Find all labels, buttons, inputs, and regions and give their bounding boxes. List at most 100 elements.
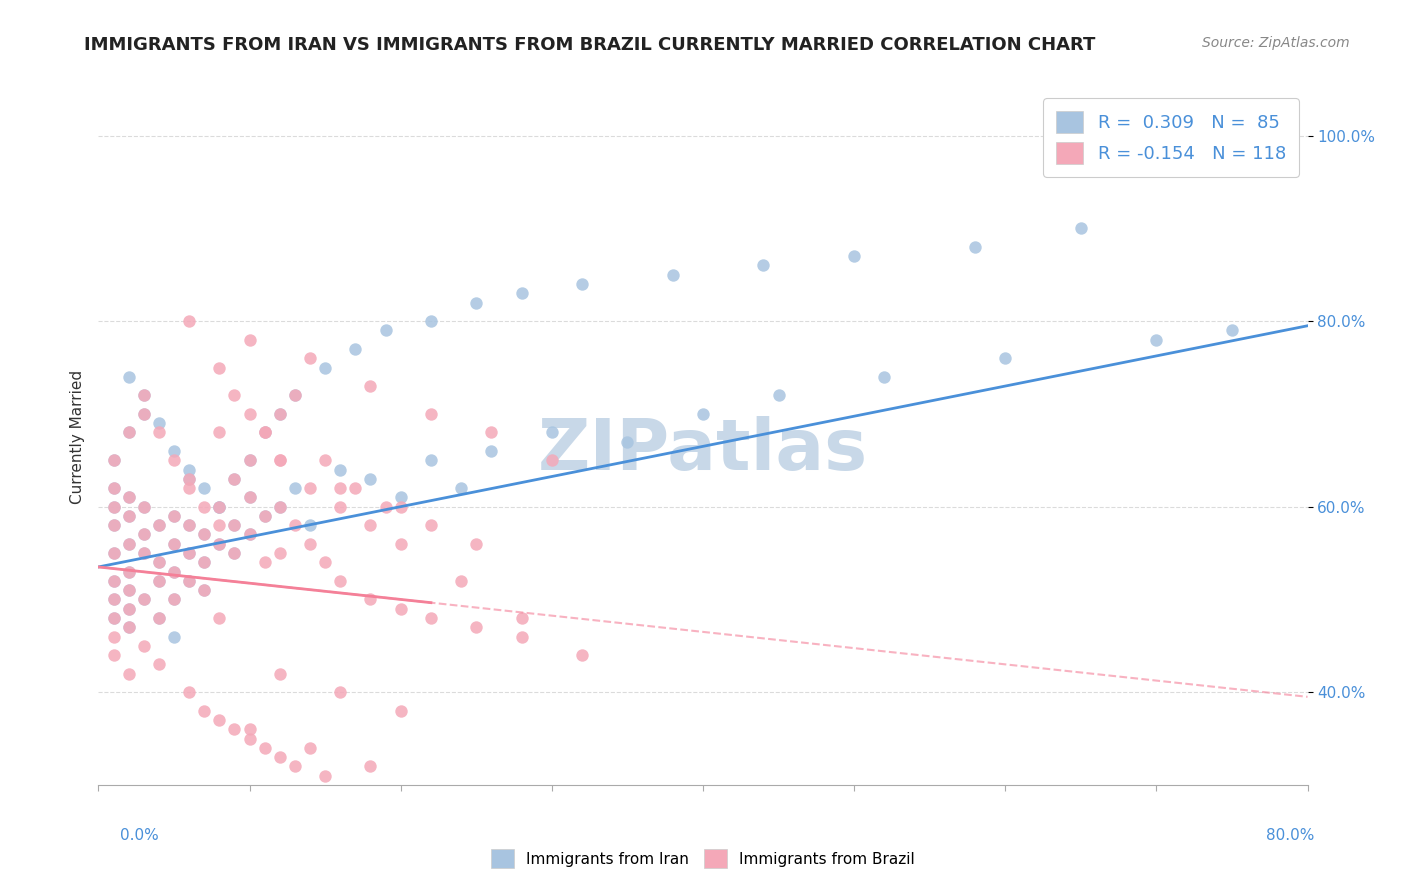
Point	[163, 592, 186, 607]
Point	[224, 518, 246, 533]
Point	[420, 453, 443, 467]
Point	[132, 592, 155, 607]
Point	[269, 453, 291, 467]
Point	[193, 527, 215, 541]
Point	[269, 666, 291, 681]
Point	[420, 518, 443, 533]
Point	[284, 518, 307, 533]
Point	[132, 639, 155, 653]
Point	[179, 574, 201, 588]
Point	[179, 462, 201, 476]
Point	[224, 472, 246, 486]
Point	[253, 425, 276, 440]
Point	[148, 518, 170, 533]
Point	[269, 407, 291, 421]
Point	[269, 500, 291, 514]
Point	[465, 295, 488, 310]
Text: ZIPatlas: ZIPatlas	[538, 417, 868, 485]
Point	[269, 546, 291, 560]
Point	[163, 630, 186, 644]
Point	[540, 425, 562, 440]
Point	[224, 388, 246, 402]
Point	[420, 314, 443, 328]
Point	[118, 565, 141, 579]
Point	[481, 444, 503, 458]
Point	[118, 508, 141, 523]
Point	[103, 546, 125, 560]
Point	[314, 360, 336, 375]
Point	[284, 388, 307, 402]
Point	[148, 555, 170, 569]
Point	[314, 769, 336, 783]
Point	[873, 369, 896, 384]
Point	[360, 759, 382, 773]
Point	[360, 592, 382, 607]
Point	[103, 500, 125, 514]
Point	[269, 453, 291, 467]
Point	[103, 453, 125, 467]
Point	[208, 611, 231, 625]
Point	[314, 555, 336, 569]
Point	[118, 491, 141, 505]
Point	[103, 518, 125, 533]
Point	[118, 508, 141, 523]
Point	[118, 601, 141, 615]
Point	[299, 481, 322, 495]
Point	[179, 546, 201, 560]
Point	[118, 666, 141, 681]
Point	[132, 388, 155, 402]
Point	[374, 500, 396, 514]
Point	[269, 750, 291, 764]
Point	[844, 249, 866, 263]
Point	[208, 500, 231, 514]
Point	[420, 407, 443, 421]
Point	[148, 555, 170, 569]
Point	[329, 462, 352, 476]
Point	[389, 704, 412, 718]
Point	[1220, 323, 1243, 337]
Point	[239, 333, 262, 347]
Legend: Immigrants from Iran, Immigrants from Brazil: Immigrants from Iran, Immigrants from Br…	[484, 841, 922, 875]
Point	[118, 537, 141, 551]
Point	[132, 527, 155, 541]
Point	[193, 555, 215, 569]
Point	[118, 425, 141, 440]
Point	[118, 583, 141, 598]
Point	[208, 713, 231, 727]
Point	[179, 518, 201, 533]
Point	[389, 601, 412, 615]
Point	[224, 546, 246, 560]
Point	[193, 583, 215, 598]
Point	[253, 508, 276, 523]
Point	[103, 500, 125, 514]
Point	[132, 546, 155, 560]
Point	[344, 342, 367, 356]
Point	[193, 527, 215, 541]
Text: 0.0%: 0.0%	[120, 828, 159, 843]
Point	[118, 601, 141, 615]
Point	[510, 630, 533, 644]
Point	[132, 546, 155, 560]
Point	[193, 583, 215, 598]
Point	[148, 518, 170, 533]
Point	[239, 453, 262, 467]
Point	[253, 740, 276, 755]
Point	[360, 472, 382, 486]
Point	[163, 537, 186, 551]
Point	[132, 592, 155, 607]
Point	[148, 574, 170, 588]
Point	[103, 611, 125, 625]
Point	[148, 425, 170, 440]
Point	[208, 537, 231, 551]
Point	[132, 500, 155, 514]
Point	[208, 500, 231, 514]
Point	[118, 369, 141, 384]
Text: IMMIGRANTS FROM IRAN VS IMMIGRANTS FROM BRAZIL CURRENTLY MARRIED CORRELATION CHA: IMMIGRANTS FROM IRAN VS IMMIGRANTS FROM …	[84, 36, 1095, 54]
Point	[239, 491, 262, 505]
Point	[103, 630, 125, 644]
Point	[1070, 221, 1092, 235]
Point	[179, 314, 201, 328]
Point	[193, 481, 215, 495]
Point	[179, 685, 201, 699]
Point	[284, 481, 307, 495]
